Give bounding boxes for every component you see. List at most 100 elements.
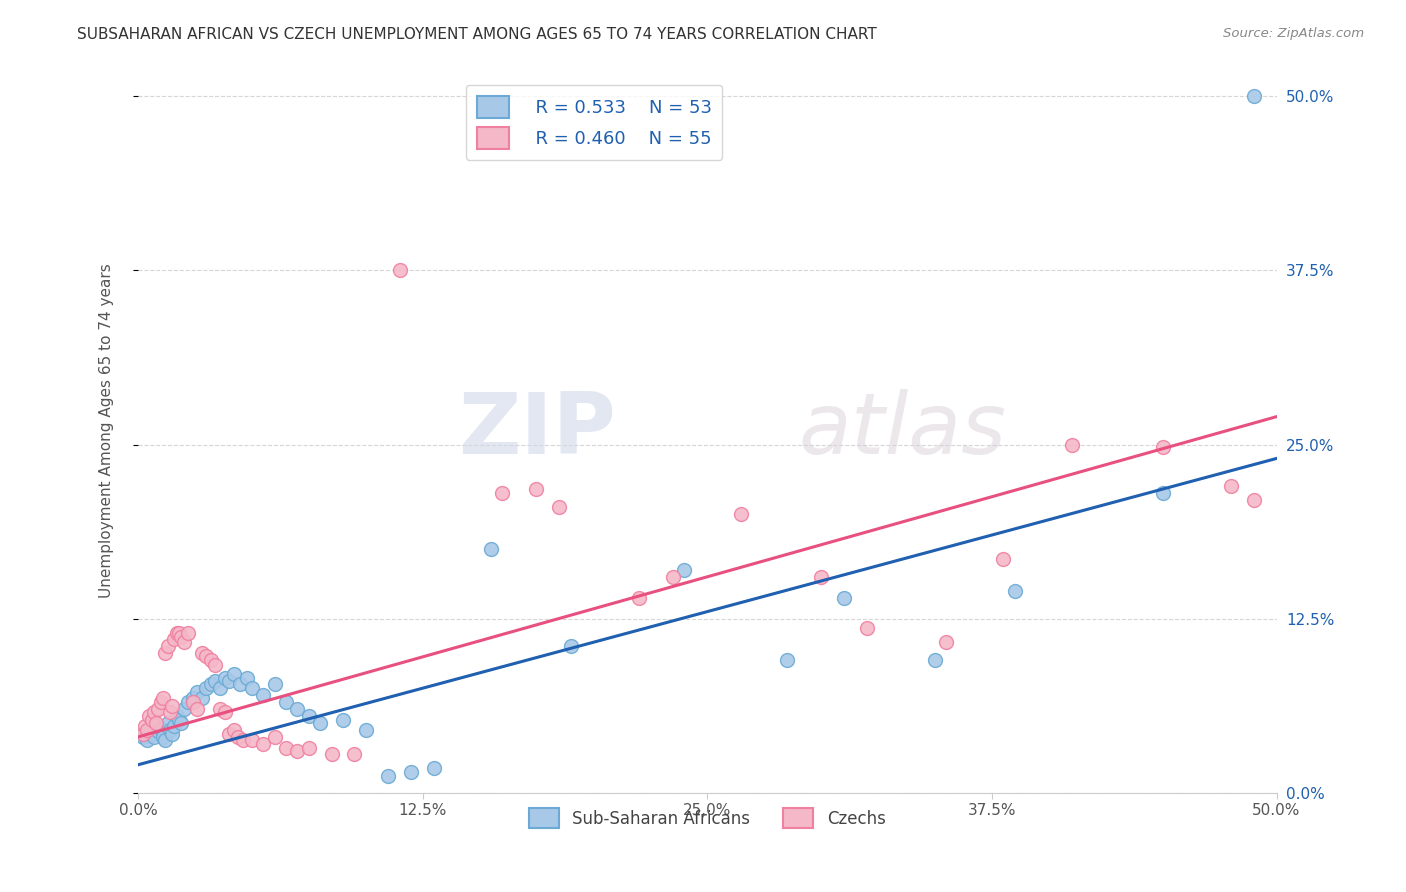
Point [181,695,204,709]
Point [229,677,252,691]
Point [170,630,193,644]
Point [149,722,172,736]
Point [200,653,222,667]
Point [214,672,236,686]
Point [134,727,156,741]
Point [377,769,399,783]
Y-axis label: Unemployment Among Ages 65 to 74 years: Unemployment Among Ages 65 to 74 years [100,263,114,598]
Point [166,625,188,640]
Point [173,635,195,649]
Point [160,727,183,741]
Point [560,640,582,654]
Point [190,690,212,705]
Point [141,713,163,727]
Point [298,709,321,723]
Point [186,685,208,699]
Point [548,500,571,515]
Point [148,724,170,739]
Point [222,723,245,737]
Point [236,672,259,686]
Point [388,263,411,277]
Point [1243,493,1265,508]
Legend: Sub-Saharan Africans, Czechs: Sub-Saharan Africans, Czechs [522,801,893,835]
Text: SUBSAHARAN AFRICAN VS CZECH UNEMPLOYMENT AMONG AGES 65 TO 74 YEARS CORRELATION C: SUBSAHARAN AFRICAN VS CZECH UNEMPLOYMENT… [77,27,877,42]
Point [662,570,685,584]
Point [131,727,153,741]
Point [136,732,159,747]
Point [274,741,297,756]
Point [810,570,832,584]
Point [287,744,309,758]
Point [208,702,231,716]
Text: ZIP: ZIP [458,389,616,472]
Point [208,681,231,696]
Point [1060,437,1083,451]
Point [167,625,190,640]
Point [332,713,354,727]
Point [935,635,957,649]
Point [163,719,186,733]
Point [155,732,177,747]
Point [479,541,502,556]
Point [214,705,236,719]
Point [177,695,200,709]
Point [776,653,799,667]
Point [423,761,446,775]
Point [399,764,422,779]
Point [159,705,181,719]
Point [204,657,226,672]
Point [263,677,285,691]
Point [1243,89,1265,103]
Point [354,723,377,737]
Point [240,732,263,747]
Point [134,719,156,733]
Point [222,667,245,681]
Point [924,653,946,667]
Point [730,507,752,521]
Point [142,730,165,744]
Point [252,688,274,702]
Point [1220,479,1243,493]
Point [218,727,240,741]
Point [263,730,285,744]
Point [200,677,222,691]
Point [252,737,274,751]
Point [156,640,179,654]
Point [142,705,165,719]
Point [274,695,297,709]
Point [218,674,240,689]
Point [240,681,263,696]
Point [149,695,172,709]
Point [186,702,208,716]
Point [204,674,226,689]
Point [159,723,181,737]
Point [145,716,167,731]
Point [855,621,877,635]
Point [170,716,193,731]
Point [1004,583,1026,598]
Point [152,690,174,705]
Point [343,747,366,761]
Point [1152,486,1174,500]
Point [309,716,332,731]
Point [160,699,183,714]
Point [832,591,855,605]
Point [167,713,190,727]
Point [321,747,343,761]
Point [195,649,218,664]
Point [491,486,513,500]
Point [526,482,548,496]
Point [138,723,160,737]
Point [177,625,200,640]
Point [673,563,696,577]
Point [181,690,204,705]
Point [232,732,254,747]
Text: Source: ZipAtlas.com: Source: ZipAtlas.com [1223,27,1364,40]
Point [173,702,195,716]
Point [136,723,159,737]
Text: atlas: atlas [799,389,1007,472]
Point [166,709,188,723]
Point [163,632,186,647]
Point [155,647,177,661]
Point [1152,440,1174,454]
